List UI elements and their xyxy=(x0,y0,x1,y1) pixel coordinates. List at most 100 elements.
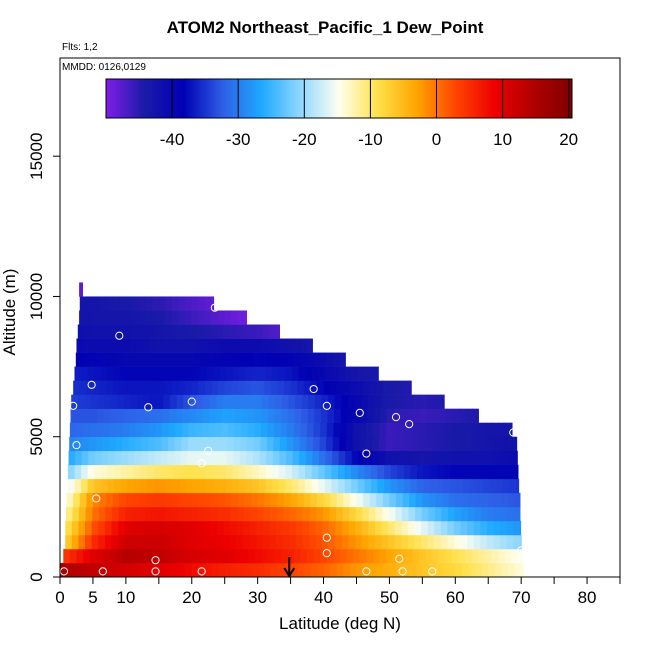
heat-cell xyxy=(490,450,498,466)
heat-cell xyxy=(361,534,369,550)
heat-cell xyxy=(307,422,315,438)
x-tick-label: 10 xyxy=(116,588,135,607)
heat-cell xyxy=(494,506,502,522)
heat-cell xyxy=(215,408,223,424)
heat-cell xyxy=(444,450,452,466)
heat-cell xyxy=(203,534,211,550)
heat-cell xyxy=(309,520,317,536)
heat-cell xyxy=(434,506,443,522)
heat-cell xyxy=(467,520,475,536)
heat-cell xyxy=(417,464,425,480)
heat-cell xyxy=(329,506,337,522)
heat-cell xyxy=(191,380,199,395)
heat-cell xyxy=(362,506,370,522)
heat-cell xyxy=(79,310,87,325)
heat-cell xyxy=(318,450,327,466)
heat-cell xyxy=(224,310,232,325)
heat-cell xyxy=(358,450,366,466)
heat-cell xyxy=(125,310,133,325)
heat-cell xyxy=(137,324,145,339)
heat-cell xyxy=(498,422,506,438)
heat-cell xyxy=(336,506,344,522)
heat-cell xyxy=(84,394,92,409)
heat-cell xyxy=(233,436,242,452)
heat-cell xyxy=(260,422,269,438)
heat-cell xyxy=(411,450,419,466)
heat-cell xyxy=(490,436,499,452)
heat-cell xyxy=(200,352,209,367)
heat-cell xyxy=(94,450,103,466)
heat-cell xyxy=(461,506,469,522)
heat-cell xyxy=(150,324,158,339)
heat-cell xyxy=(211,492,219,508)
heat-cell xyxy=(242,324,250,339)
heat-cell xyxy=(198,562,206,578)
heat-cell xyxy=(206,366,214,381)
heat-cell xyxy=(98,520,106,536)
heat-cell xyxy=(200,436,209,452)
heat-cell xyxy=(176,324,184,339)
heat-cell xyxy=(94,366,102,381)
heat-cell xyxy=(357,478,365,494)
heat-cell xyxy=(195,548,203,564)
heat-cell xyxy=(375,506,383,522)
heat-cell xyxy=(388,534,396,550)
heat-cell xyxy=(139,492,147,508)
heat-cell xyxy=(280,422,288,438)
heat-cell xyxy=(148,422,157,438)
chart-title: ATOM2 Northeast_Pacific_1 Dew_Point xyxy=(166,18,484,37)
heat-cell xyxy=(313,422,321,438)
heat-cell xyxy=(166,366,174,381)
heat-cell xyxy=(221,548,229,564)
heat-cell xyxy=(422,562,430,578)
heat-cell xyxy=(280,338,288,353)
heat-cell xyxy=(370,464,379,480)
heat-cell xyxy=(516,450,518,466)
heat-cell xyxy=(338,478,346,494)
heat-cell xyxy=(168,422,176,438)
heat-cell xyxy=(443,478,451,494)
heat-cell xyxy=(347,394,356,409)
heat-cell xyxy=(239,478,247,494)
heat-cell xyxy=(208,422,216,438)
heat-cell xyxy=(319,436,327,452)
heat-cell xyxy=(305,464,313,480)
heat-cell xyxy=(132,492,140,508)
heat-cell xyxy=(351,478,359,494)
heat-cell xyxy=(148,352,156,367)
heat-cell xyxy=(233,450,241,466)
heat-cell xyxy=(500,534,508,550)
heat-cell xyxy=(299,436,307,452)
heat-cell xyxy=(204,310,212,325)
heat-cell xyxy=(359,436,367,452)
heat-cell xyxy=(172,562,180,578)
heat-cell xyxy=(326,436,334,452)
heat-cell xyxy=(92,492,101,508)
heat-cell xyxy=(117,520,126,536)
heat-cell xyxy=(309,534,317,550)
heat-cell xyxy=(401,534,409,550)
heat-cell xyxy=(156,394,165,409)
heat-cell xyxy=(452,548,460,564)
heat-cell xyxy=(403,478,412,494)
heat-cell xyxy=(60,562,68,578)
heat-cell xyxy=(79,380,87,395)
heat-cell xyxy=(167,450,175,466)
heat-cell xyxy=(127,366,135,381)
heat-cell xyxy=(223,534,231,550)
heat-cell xyxy=(100,464,109,480)
y-tick-label: 5000 xyxy=(27,418,46,456)
heat-cell xyxy=(73,492,81,508)
heat-cell xyxy=(496,450,504,466)
heat-cell xyxy=(326,352,334,367)
heat-cell xyxy=(213,450,221,466)
heat-cell xyxy=(185,380,193,395)
heat-cell xyxy=(220,450,228,466)
sample-point xyxy=(322,533,331,542)
heat-cell xyxy=(420,394,428,409)
heat-cell xyxy=(353,422,361,438)
heat-cell xyxy=(71,394,79,409)
heat-cell xyxy=(289,534,297,550)
heat-cell xyxy=(242,394,250,409)
heat-cell xyxy=(436,464,445,480)
